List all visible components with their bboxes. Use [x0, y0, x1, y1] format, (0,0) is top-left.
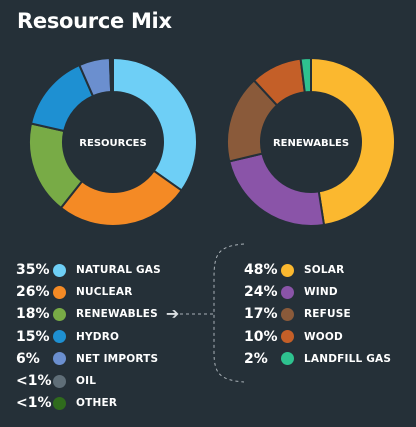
- legend-label: LANDFILL GAS: [304, 352, 392, 365]
- legend-label: WIND: [304, 286, 338, 299]
- legend-label: REFUSE: [304, 308, 351, 321]
- legend-label: NET IMPORTS: [76, 352, 159, 365]
- legend-item: 18% RENEWABLES ➔: [16, 303, 179, 325]
- legend-swatch: [53, 263, 66, 277]
- legend-percent: 10%: [244, 328, 278, 345]
- legend-swatch: [281, 285, 294, 299]
- legend-swatch: [53, 285, 66, 299]
- legend-item: 26% NUCLEAR: [16, 281, 179, 303]
- donut-slice-other: [110, 56, 114, 94]
- legend-label: WOOD: [304, 330, 343, 343]
- legend-percent: 24%: [244, 284, 278, 301]
- legend-label: NUCLEAR: [76, 286, 133, 299]
- legend-item: 24% WIND: [244, 281, 391, 303]
- chart-title: Resource Mix: [17, 9, 172, 33]
- legend-item: 35% NATURAL GAS: [16, 259, 179, 281]
- legend-percent: 26%: [16, 284, 50, 301]
- legend-percent: <1%: [16, 373, 52, 390]
- donut-hole: [261, 92, 361, 192]
- legend-swatch: [53, 396, 66, 410]
- legend-percent: 35%: [16, 262, 50, 279]
- resources-legend: 35% NATURAL GAS 26% NUCLEAR 18% RENEWABLES ➔ 15…: [16, 259, 179, 414]
- legend-percent: 18%: [16, 306, 50, 323]
- right-arrow-icon: ➔: [165, 304, 180, 324]
- donut-center-label: RENEWABLES: [273, 138, 349, 149]
- legend-label: OTHER: [76, 397, 118, 410]
- legend-item: 48% SOLAR: [244, 259, 391, 281]
- legend-label: OIL: [76, 375, 97, 388]
- legend-item: 17% REFUSE: [244, 303, 391, 325]
- donut-charts: RESOURCES RENEWABLES: [28, 56, 396, 227]
- legend-item: 15% HYDRO: [16, 326, 179, 348]
- legend-item: <1% OTHER: [16, 392, 179, 414]
- legend-label: RENEWABLES: [76, 308, 158, 321]
- legend-percent: 2%: [244, 350, 268, 367]
- legend-percent: <1%: [16, 395, 52, 412]
- legend-swatch: [53, 330, 66, 344]
- legend-swatch: [281, 307, 294, 321]
- legend-swatch: [53, 307, 66, 321]
- legend-percent: 6%: [16, 350, 40, 367]
- legend-percent: 48%: [244, 262, 278, 279]
- legend-swatch: [281, 352, 294, 366]
- legend-item: <1% OIL: [16, 370, 179, 392]
- legend-percent: 15%: [16, 328, 50, 345]
- donut-center-label: RESOURCES: [79, 138, 146, 149]
- legend-swatch: [53, 374, 66, 388]
- donut-hole: [63, 92, 163, 192]
- legend-swatch: [281, 263, 294, 277]
- legend-swatch: [281, 330, 294, 344]
- renewables-legend: 48% SOLAR 24% WIND 17% REFUSE 10% WOOD 2% LANDFIL…: [244, 259, 391, 370]
- legend-item: 10% WOOD: [244, 326, 391, 348]
- legend-item: 6% NET IMPORTS: [16, 348, 179, 370]
- legend-label: SOLAR: [304, 264, 345, 277]
- legend-swatch: [53, 352, 66, 366]
- legend-label: HYDRO: [76, 330, 120, 343]
- legend-item: 2% LANDFILL GAS: [244, 348, 391, 370]
- legend-label: NATURAL GAS: [76, 264, 161, 277]
- legend-percent: 17%: [244, 306, 278, 323]
